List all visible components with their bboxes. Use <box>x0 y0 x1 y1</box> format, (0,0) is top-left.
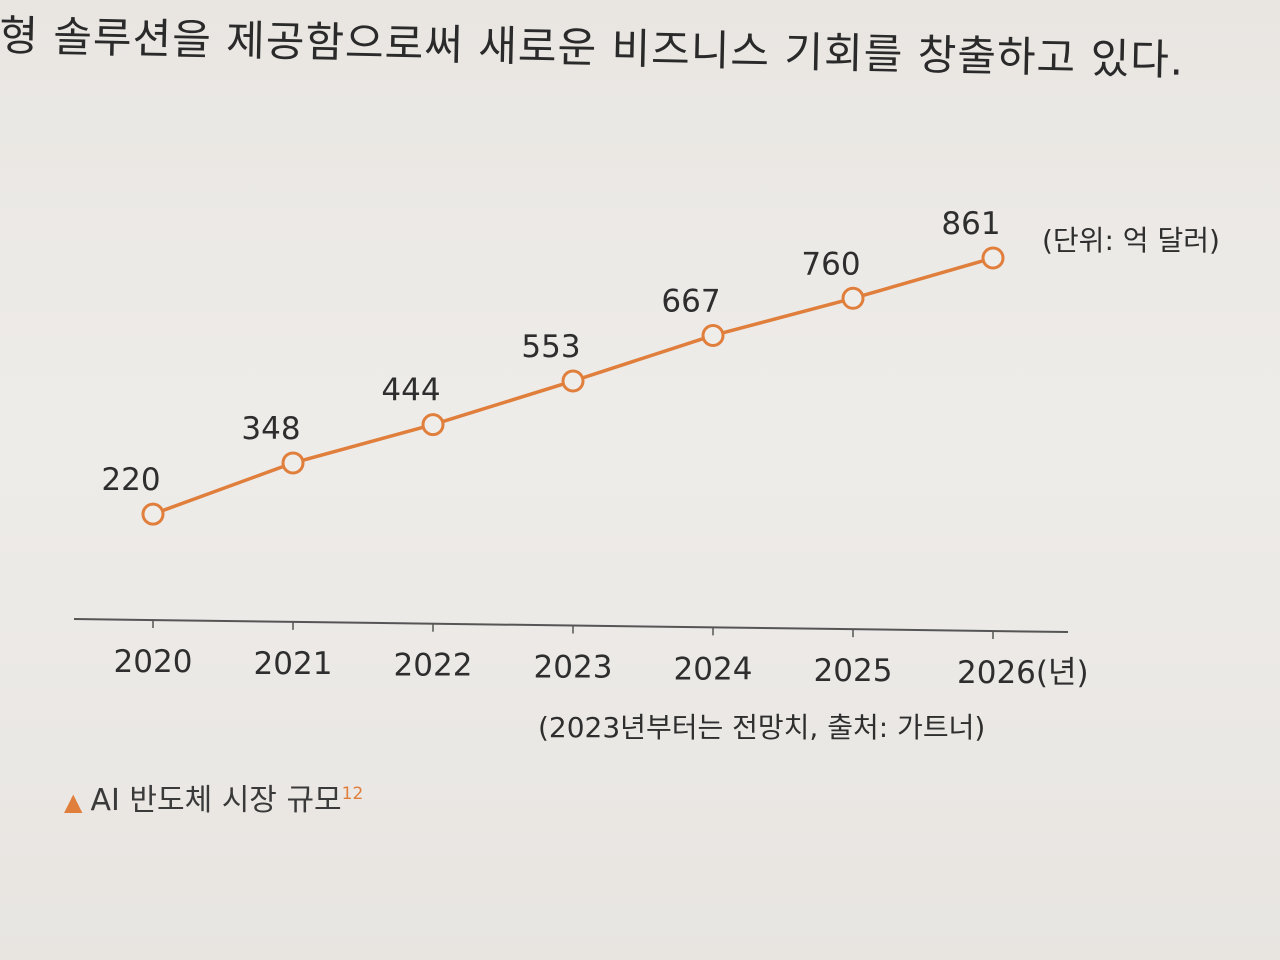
footnote-number: 12 <box>341 784 364 804</box>
data-label: 220 <box>101 462 160 498</box>
figure-caption: ▲ AI 반도체 시장 규모12 <box>64 775 363 819</box>
data-point <box>141 502 165 526</box>
x-axis-line <box>73 618 1069 633</box>
data-point <box>701 323 725 347</box>
unit-note: (단위: 억 달러) <box>1042 224 1220 257</box>
triangle-icon: ▲ <box>64 788 83 816</box>
x-tick-label: 2021 <box>254 646 333 682</box>
data-label: 861 <box>941 206 1000 242</box>
data-label: 553 <box>521 329 580 365</box>
data-point <box>981 246 1005 270</box>
x-tick-label: 2020 <box>114 644 193 680</box>
data-label: 348 <box>241 411 300 447</box>
data-label: 444 <box>381 373 440 409</box>
data-point <box>281 451 305 475</box>
x-tick-label: 2025 <box>814 653 893 689</box>
data-point <box>841 286 865 310</box>
data-point <box>421 413 445 437</box>
data-label: 760 <box>801 246 860 282</box>
x-tick-label: 2026(년) <box>957 655 1089 691</box>
data-label: 667 <box>661 283 720 319</box>
x-tick-label: 2022 <box>394 648 473 684</box>
source-note: (2023년부터는 전망치, 출처: 가트너) <box>538 711 985 744</box>
caption-text: AI 반도체 시장 규모 <box>90 783 342 818</box>
x-tick-label: 2023 <box>534 650 613 686</box>
x-tick-label: 2024 <box>674 651 753 687</box>
data-point <box>561 369 585 393</box>
